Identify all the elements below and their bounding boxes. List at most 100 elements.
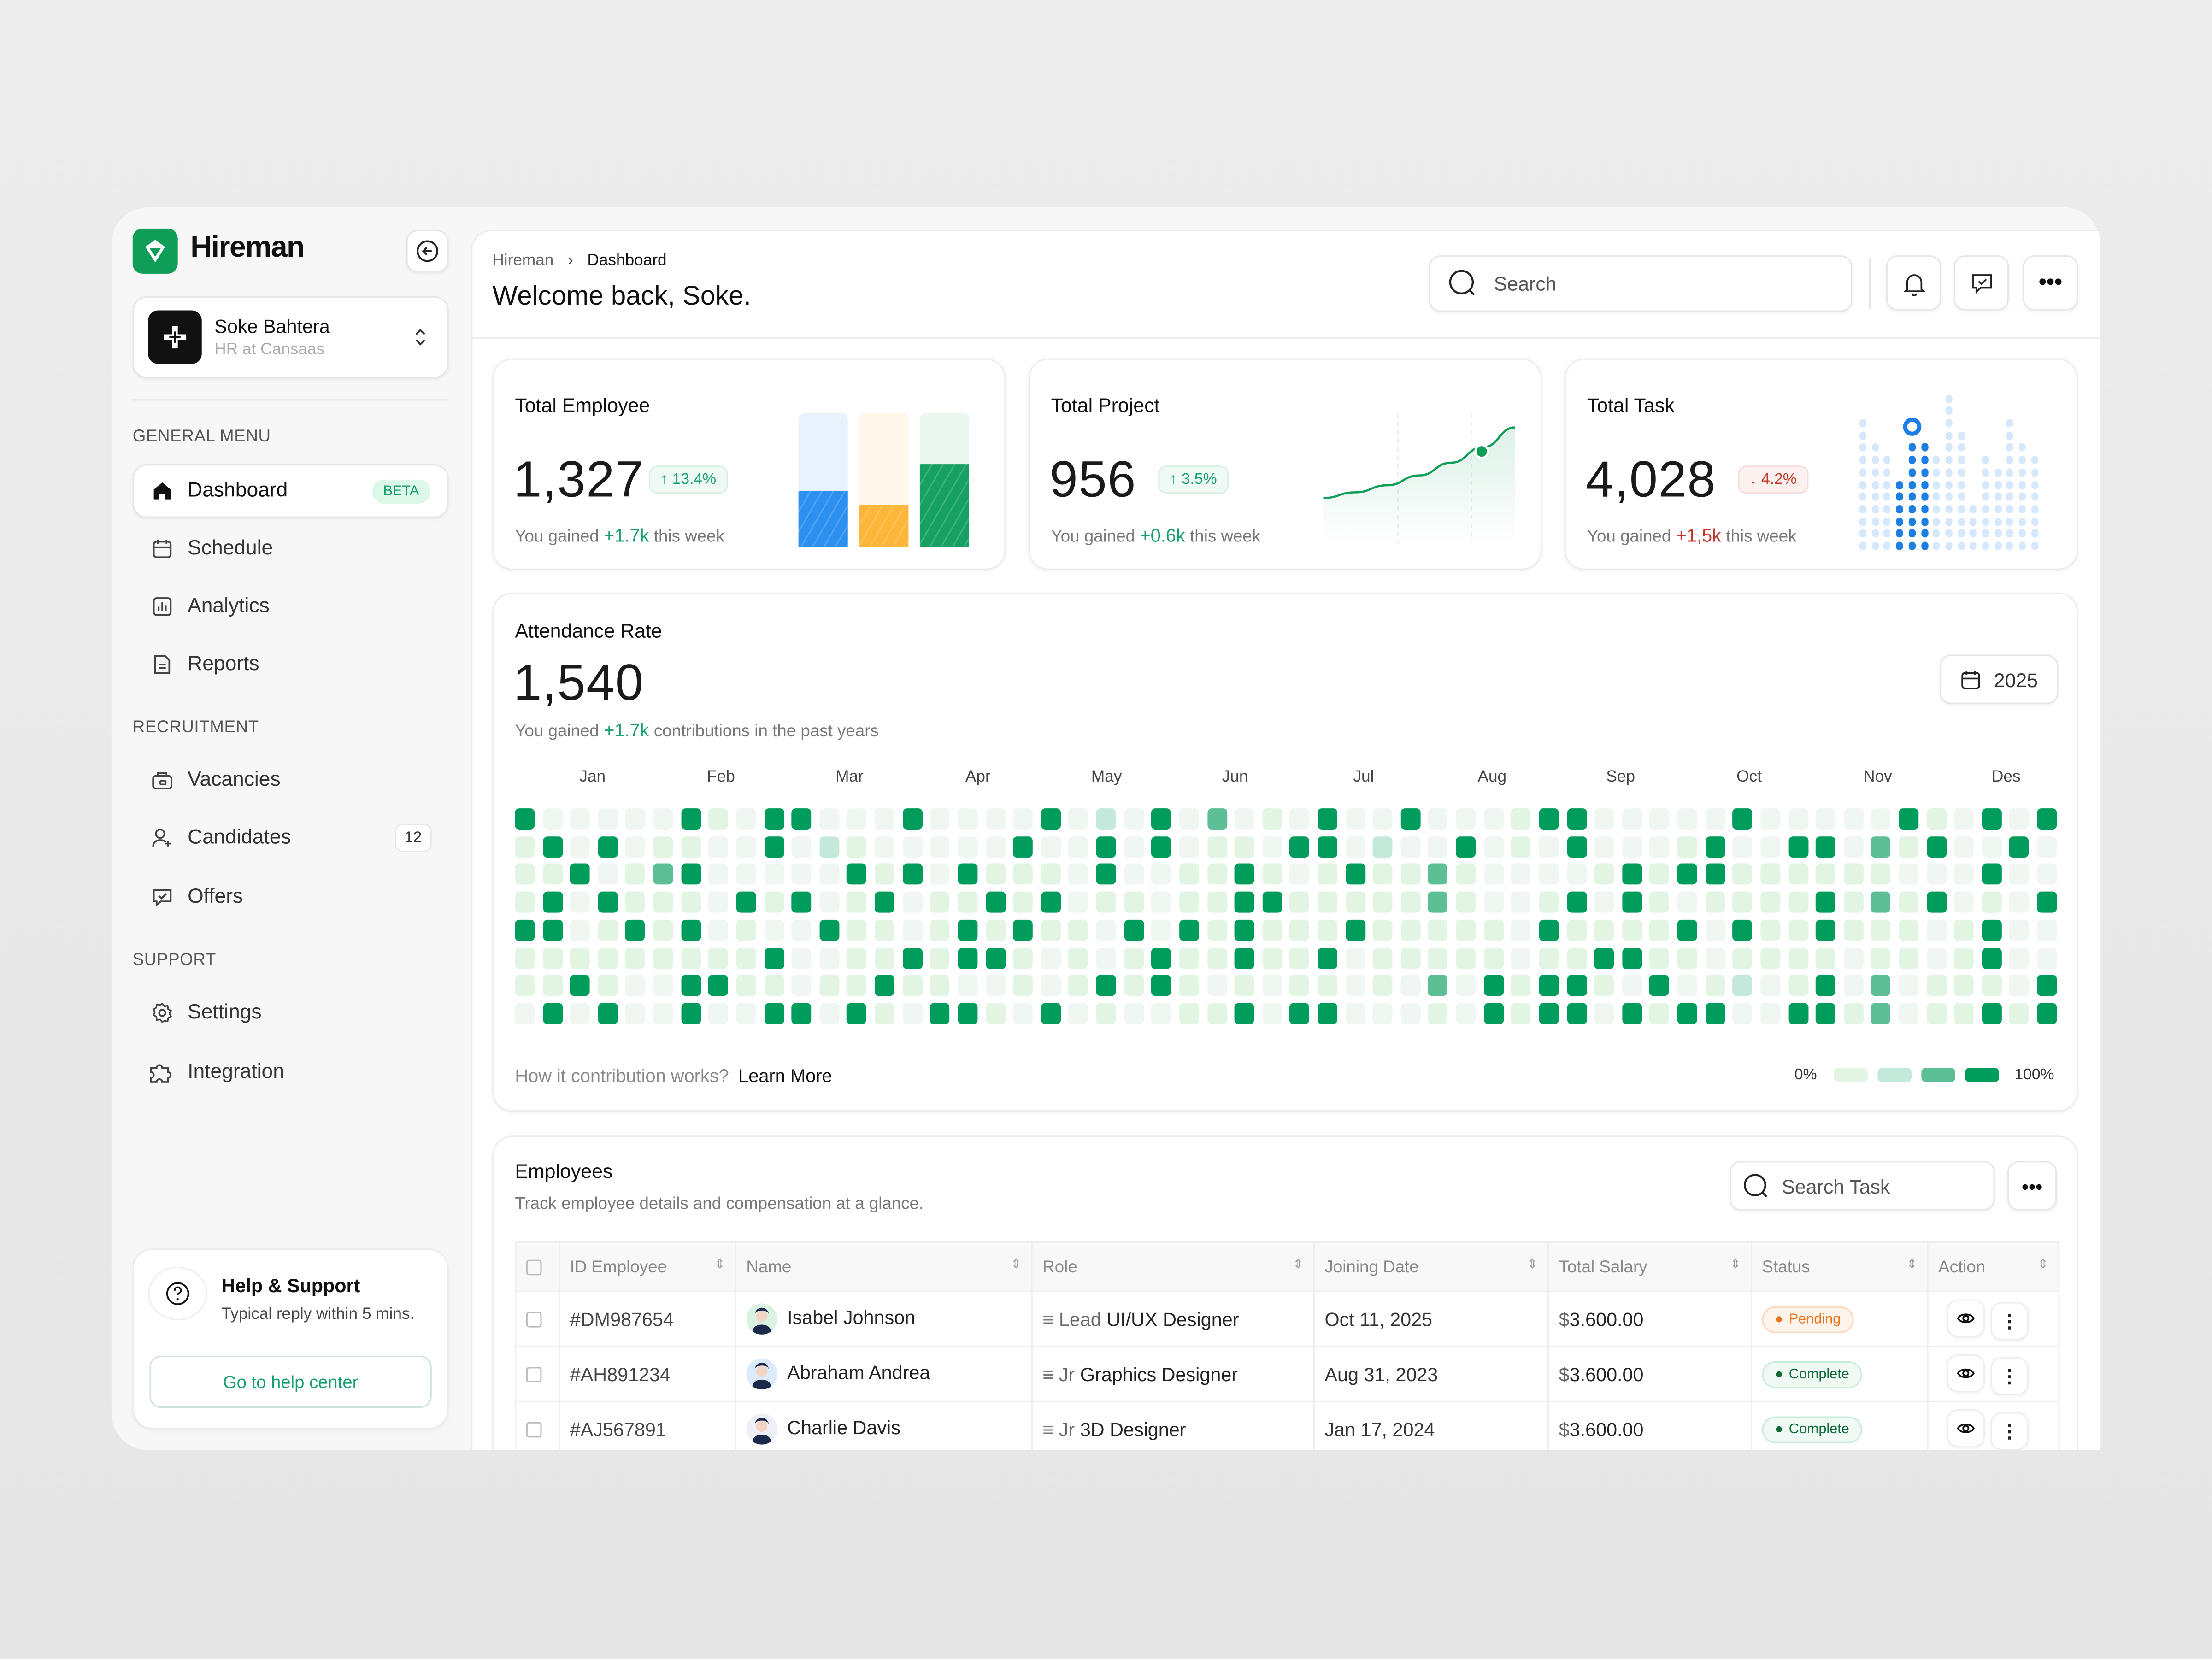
heatmap-cell[interactable] [708, 836, 729, 858]
heatmap-cell[interactable] [847, 891, 867, 913]
heatmap-cell[interactable] [1511, 947, 1531, 969]
heatmap-cell[interactable] [1345, 836, 1365, 858]
heatmap-cell[interactable] [625, 975, 646, 996]
heatmap-cell[interactable] [1483, 947, 1504, 969]
heatmap-cell[interactable] [1206, 836, 1227, 858]
heatmap-cell[interactable] [1428, 808, 1448, 830]
sidebar-item-candidates[interactable]: Candidates 12 [133, 811, 449, 865]
heatmap-cell[interactable] [1760, 947, 1780, 969]
heatmap-cell[interactable] [625, 836, 646, 858]
heatmap-cell[interactable] [791, 1003, 812, 1024]
heatmap-cell[interactable] [1068, 975, 1088, 996]
heatmap-cell[interactable] [1539, 975, 1559, 996]
heatmap-cell[interactable] [1179, 975, 1199, 996]
heatmap-cell[interactable] [1179, 836, 1199, 858]
heatmap-cell[interactable] [1816, 947, 1836, 969]
heatmap-cell[interactable] [570, 864, 590, 885]
heatmap-cell[interactable] [1483, 836, 1504, 858]
heatmap-cell[interactable] [1539, 891, 1559, 913]
table-row[interactable]: #AH891234 Abraham Andrea ≡ Jr Graphics Des… [515, 1346, 2059, 1402]
heatmap-cell[interactable] [2037, 864, 2057, 885]
heatmap-cell[interactable] [736, 808, 756, 830]
heatmap-cell[interactable] [1041, 1003, 1061, 1024]
column-header-joining-date[interactable]: Joining Date ⇕ [1314, 1242, 1549, 1293]
heatmap-cell[interactable] [542, 864, 563, 885]
heatmap-cell[interactable] [681, 1003, 701, 1024]
heatmap-cell[interactable] [958, 891, 978, 913]
heatmap-cell[interactable] [1262, 891, 1282, 913]
heatmap-cell[interactable] [1843, 1003, 1864, 1024]
heatmap-cell[interactable] [1622, 891, 1642, 913]
heatmap-cell[interactable] [708, 919, 729, 941]
sort-icon[interactable]: ⇕ [2037, 1257, 2048, 1271]
heatmap-cell[interactable] [1788, 919, 1808, 941]
heatmap-cell[interactable] [1151, 975, 1171, 996]
heatmap-cell[interactable] [1400, 891, 1421, 913]
heatmap-cell[interactable] [2009, 947, 2030, 969]
heatmap-cell[interactable] [902, 919, 923, 941]
heatmap-cell[interactable] [1843, 947, 1864, 969]
heatmap-cell[interactable] [875, 947, 894, 969]
heatmap-cell[interactable] [736, 836, 756, 858]
heatmap-cell[interactable] [1151, 891, 1171, 913]
table-row[interactable]: #DM987654 Isabel Johnson ≡ Lead UI/UX Desi… [515, 1291, 2059, 1347]
heatmap-cell[interactable] [1871, 975, 1891, 996]
heatmap-cell[interactable] [1206, 947, 1227, 969]
heatmap-cell[interactable] [1539, 836, 1559, 858]
heatmap-cell[interactable] [1594, 947, 1614, 969]
heatmap-cell[interactable] [1566, 808, 1587, 830]
heatmap-cell[interactable] [1705, 947, 1725, 969]
heatmap-cell[interactable] [625, 891, 646, 913]
heatmap-cell[interactable] [1926, 864, 1947, 885]
heatmap-cell[interactable] [1096, 947, 1116, 969]
heatmap-cell[interactable] [1290, 864, 1310, 885]
heatmap-cell[interactable] [570, 919, 590, 941]
heatmap-cell[interactable] [625, 1003, 646, 1024]
heatmap-cell[interactable] [819, 836, 839, 858]
view-button[interactable] [1947, 1353, 1985, 1392]
heatmap-cell[interactable] [764, 975, 784, 996]
heatmap-cell[interactable] [1594, 975, 1614, 996]
heatmap-cell[interactable] [1124, 975, 1144, 996]
heatmap-cell[interactable] [1705, 919, 1725, 941]
heatmap-cell[interactable] [847, 947, 867, 969]
heatmap-cell[interactable] [542, 836, 563, 858]
row-menu-button[interactable]: ⋮ [1990, 1356, 2029, 1394]
heatmap-cell[interactable] [1124, 919, 1144, 941]
heatmap-cell[interactable] [1456, 891, 1476, 913]
heatmap-cell[interactable] [1345, 919, 1365, 941]
heatmap-cell[interactable] [1318, 919, 1337, 941]
heatmap-cell[interactable] [515, 975, 535, 996]
heatmap-cell[interactable] [930, 808, 950, 830]
heatmap-cell[interactable] [681, 808, 701, 830]
row-menu-button[interactable]: ⋮ [1990, 1301, 2029, 1340]
heatmap-cell[interactable] [875, 975, 894, 996]
heatmap-cell[interactable] [791, 891, 812, 913]
task-marker[interactable] [1902, 417, 1921, 435]
go-to-help-center-button[interactable]: Go to help center [149, 1355, 432, 1408]
heatmap-cell[interactable] [1262, 864, 1282, 885]
heatmap-cell[interactable] [1926, 975, 1947, 996]
heatmap-cell[interactable] [1234, 891, 1254, 913]
heatmap-cell[interactable] [1234, 836, 1254, 858]
heatmap-cell[interactable] [1788, 836, 1808, 858]
heatmap-cell[interactable] [1124, 1003, 1144, 1024]
heatmap-cell[interactable] [1566, 836, 1587, 858]
heatmap-cell[interactable] [1041, 836, 1061, 858]
column-header-action[interactable]: Action ⇕ [1928, 1242, 2059, 1293]
column-header-role[interactable]: Role ⇕ [1032, 1242, 1315, 1293]
heatmap-cell[interactable] [1318, 1003, 1337, 1024]
heatmap-cell[interactable] [1206, 975, 1227, 996]
heatmap-cell[interactable] [653, 864, 673, 885]
heatmap-cell[interactable] [1871, 947, 1891, 969]
heatmap-cell[interactable] [1843, 808, 1864, 830]
heatmap-cell[interactable] [1345, 808, 1365, 830]
heatmap-cell[interactable] [1622, 947, 1642, 969]
heatmap-cell[interactable] [1926, 919, 1947, 941]
heatmap-cell[interactable] [847, 808, 867, 830]
heatmap-cell[interactable] [1151, 864, 1171, 885]
heatmap-cell[interactable] [2009, 891, 2030, 913]
heatmap-cell[interactable] [1732, 947, 1753, 969]
row-checkbox[interactable] [526, 1367, 542, 1383]
select-all-checkbox[interactable] [526, 1260, 542, 1276]
